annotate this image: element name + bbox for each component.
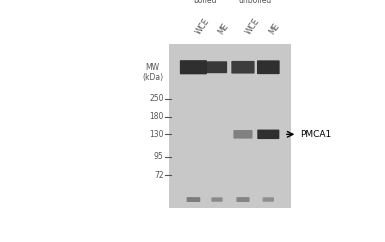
FancyBboxPatch shape (233, 130, 253, 139)
Text: ME: ME (217, 22, 231, 37)
Text: 95: 95 (154, 152, 164, 161)
Bar (169, 44, 291, 208)
Text: WCE: WCE (194, 17, 212, 37)
Text: PMCA1: PMCA1 (300, 130, 331, 139)
FancyBboxPatch shape (236, 197, 249, 202)
FancyBboxPatch shape (257, 129, 280, 139)
FancyBboxPatch shape (211, 197, 223, 202)
Text: unboiled: unboiled (239, 0, 272, 5)
Text: boiled: boiled (194, 0, 217, 5)
FancyBboxPatch shape (207, 61, 227, 73)
FancyBboxPatch shape (187, 197, 200, 202)
Text: 72: 72 (154, 171, 164, 180)
Text: 250: 250 (149, 94, 164, 103)
Text: WCE: WCE (244, 17, 261, 37)
Text: ME: ME (268, 22, 281, 37)
FancyBboxPatch shape (231, 61, 254, 74)
Text: 130: 130 (149, 130, 164, 139)
FancyBboxPatch shape (263, 197, 274, 202)
FancyBboxPatch shape (257, 60, 280, 74)
Text: 180: 180 (149, 112, 164, 121)
Text: MW
(kDa): MW (kDa) (142, 63, 163, 82)
FancyBboxPatch shape (180, 60, 207, 74)
